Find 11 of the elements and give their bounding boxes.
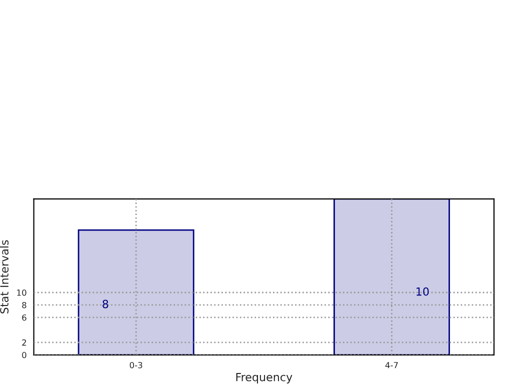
x-axis-title: Frequency (236, 373, 292, 384)
y-tick-label: 10 (17, 289, 26, 296)
y-tick-label: 0 (22, 352, 26, 358)
x-tick-label: 0-3 (130, 362, 142, 368)
y-axis-title: Stat Intervals (0, 240, 9, 314)
y-tick-label: 2 (22, 339, 26, 346)
x-tick-label: 4-7 (385, 362, 398, 368)
annotation: 10 (416, 287, 429, 296)
y-tick-label: 6 (22, 314, 26, 321)
y-tick-label: 8 (22, 302, 26, 308)
annotation: 8 (102, 300, 108, 308)
